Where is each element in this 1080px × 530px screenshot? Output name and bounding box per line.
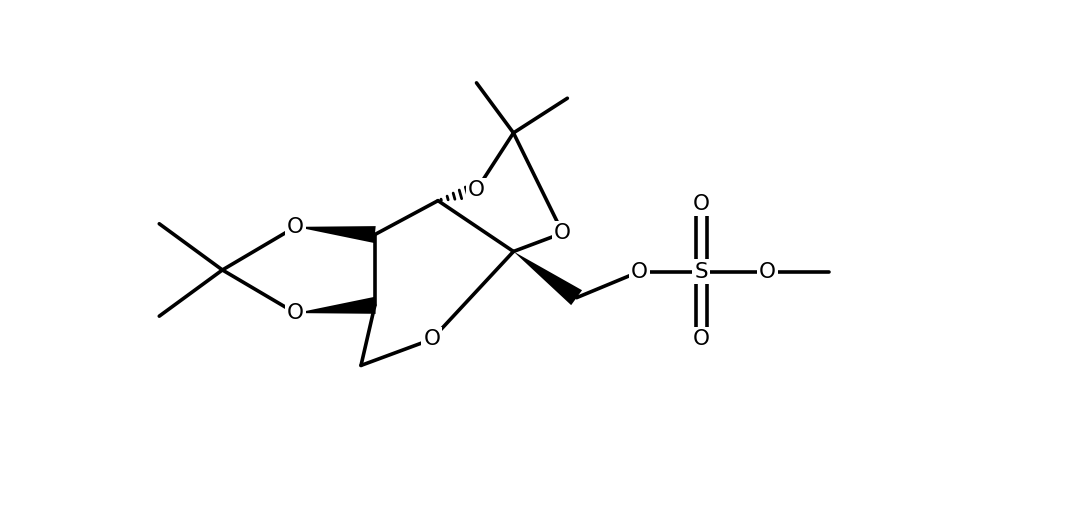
Text: O: O [693, 329, 710, 349]
Polygon shape [296, 226, 376, 243]
Text: O: O [287, 217, 305, 237]
Text: O: O [468, 180, 485, 200]
Text: O: O [631, 261, 648, 281]
Polygon shape [513, 251, 582, 305]
Text: O: O [693, 194, 710, 214]
Text: O: O [554, 223, 571, 243]
Text: S: S [694, 261, 708, 281]
Text: O: O [287, 303, 305, 323]
Text: O: O [759, 261, 777, 281]
Text: O: O [423, 329, 441, 349]
Polygon shape [296, 297, 376, 314]
